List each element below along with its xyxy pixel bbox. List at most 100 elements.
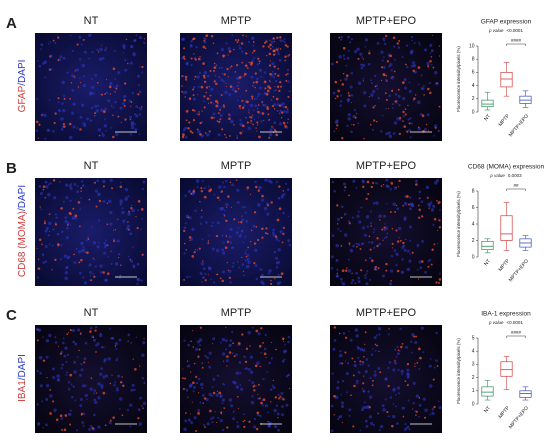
nucleus (36, 276, 39, 279)
signal (207, 102, 210, 104)
x-tick-label: NT (483, 113, 492, 122)
nucleus (37, 422, 41, 426)
signal (51, 269, 53, 271)
signal (333, 326, 337, 329)
nucleus (264, 404, 269, 408)
signal (250, 229, 253, 232)
nucleus (185, 388, 188, 391)
nucleus (132, 266, 136, 269)
nucleus (81, 103, 85, 107)
signal (270, 341, 272, 344)
nucleus (221, 428, 225, 432)
signal (196, 128, 199, 131)
nucleus (187, 418, 191, 422)
nucleus (229, 281, 232, 284)
signal (66, 333, 69, 336)
nucleus (44, 76, 47, 79)
nucleus (129, 425, 132, 428)
nucleus (340, 393, 343, 396)
signal (285, 73, 288, 76)
nucleus (210, 87, 214, 92)
signal (234, 39, 237, 41)
nucleus (361, 226, 366, 230)
signal (418, 216, 421, 219)
nucleus (76, 127, 79, 129)
nucleus (59, 55, 63, 59)
nucleus (57, 109, 60, 112)
signal (282, 226, 285, 230)
signal (262, 342, 264, 344)
nucleus (433, 181, 438, 185)
signal (345, 360, 347, 362)
signal (83, 361, 86, 364)
nucleus (103, 360, 106, 363)
signal (78, 349, 80, 352)
nucleus (365, 358, 369, 361)
nucleus (208, 392, 212, 397)
nucleus (121, 210, 125, 215)
nucleus (396, 116, 400, 121)
box (481, 386, 494, 397)
signal (374, 268, 377, 271)
nucleus (348, 414, 351, 417)
signal (134, 368, 137, 371)
nucleus (269, 128, 273, 132)
signal (239, 131, 243, 135)
nucleus (405, 44, 409, 47)
nucleus (369, 222, 373, 225)
nucleus (409, 136, 412, 139)
nucleus (213, 281, 216, 284)
nucleus (93, 413, 96, 417)
signal (199, 200, 201, 203)
nucleus (186, 61, 189, 65)
nucleus (355, 334, 359, 338)
nucleus (67, 381, 71, 384)
nucleus (409, 239, 412, 242)
signal (110, 250, 112, 252)
signal (48, 213, 51, 216)
nucleus (287, 340, 290, 344)
y-tick-label: 4 (472, 83, 475, 89)
signal (87, 238, 90, 240)
signal (371, 384, 374, 387)
nucleus (397, 46, 401, 49)
nucleus (182, 37, 186, 41)
signal (182, 55, 185, 58)
signal (436, 199, 438, 202)
nucleus (397, 392, 400, 395)
nucleus (427, 259, 430, 263)
nucleus (392, 132, 396, 135)
signal (212, 391, 216, 395)
nucleus (60, 128, 64, 131)
signal (225, 235, 228, 237)
signal (105, 47, 107, 49)
signal (270, 99, 273, 101)
nucleus (129, 403, 133, 407)
signal (264, 232, 267, 235)
nucleus (46, 228, 49, 231)
nucleus (238, 44, 241, 47)
signal (271, 105, 274, 108)
signal (213, 66, 217, 70)
signal (94, 182, 96, 184)
signal (193, 362, 196, 365)
nucleus (438, 209, 441, 212)
nucleus (196, 186, 199, 189)
nucleus (285, 403, 289, 407)
signal (210, 116, 214, 120)
nucleus (366, 225, 370, 228)
signal (216, 101, 219, 104)
nucleus (62, 200, 65, 203)
signal (191, 108, 195, 112)
signal (181, 377, 184, 380)
nucleus (246, 253, 250, 257)
signal (202, 74, 206, 78)
nucleus (242, 206, 245, 209)
nucleus (350, 71, 354, 75)
signal (359, 360, 362, 363)
column-title: NT (84, 307, 99, 319)
signal (354, 282, 356, 284)
nucleus (388, 361, 392, 364)
nucleus (84, 341, 88, 345)
nucleus (251, 59, 254, 62)
